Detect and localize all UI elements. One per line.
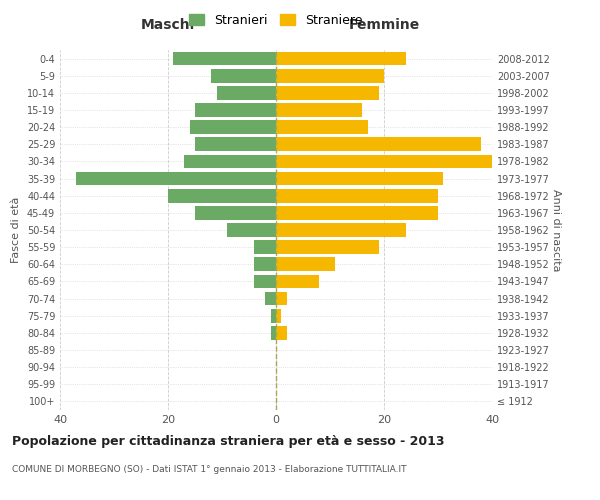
- Bar: [276, 138, 481, 151]
- Bar: [276, 103, 362, 117]
- Bar: [276, 309, 281, 322]
- Bar: [195, 206, 276, 220]
- Bar: [276, 292, 287, 306]
- Bar: [271, 326, 276, 340]
- Bar: [276, 189, 438, 202]
- Bar: [276, 240, 379, 254]
- Bar: [276, 223, 406, 237]
- Bar: [76, 172, 276, 185]
- Bar: [276, 120, 368, 134]
- Bar: [271, 309, 276, 322]
- Bar: [276, 326, 287, 340]
- Text: COMUNE DI MORBEGNO (SO) - Dati ISTAT 1° gennaio 2013 - Elaborazione TUTTITALIA.I: COMUNE DI MORBEGNO (SO) - Dati ISTAT 1° …: [12, 465, 407, 474]
- Bar: [217, 86, 276, 100]
- Bar: [276, 154, 492, 168]
- Y-axis label: Anni di nascita: Anni di nascita: [551, 188, 561, 271]
- Bar: [227, 223, 276, 237]
- Bar: [265, 292, 276, 306]
- Bar: [254, 258, 276, 271]
- Text: Popolazione per cittadinanza straniera per età e sesso - 2013: Popolazione per cittadinanza straniera p…: [12, 435, 445, 448]
- Bar: [276, 258, 335, 271]
- Bar: [276, 86, 379, 100]
- Bar: [184, 154, 276, 168]
- Text: Maschi: Maschi: [141, 18, 195, 32]
- Bar: [276, 172, 443, 185]
- Bar: [276, 274, 319, 288]
- Bar: [195, 138, 276, 151]
- Text: Femmine: Femmine: [349, 18, 419, 32]
- Bar: [276, 52, 406, 66]
- Legend: Stranieri, Straniere: Stranieri, Straniere: [184, 8, 368, 32]
- Bar: [211, 69, 276, 82]
- Bar: [254, 274, 276, 288]
- Bar: [195, 103, 276, 117]
- Bar: [276, 69, 384, 82]
- Bar: [168, 189, 276, 202]
- Bar: [254, 240, 276, 254]
- Y-axis label: Fasce di età: Fasce di età: [11, 197, 21, 263]
- Bar: [173, 52, 276, 66]
- Bar: [276, 206, 438, 220]
- Bar: [190, 120, 276, 134]
